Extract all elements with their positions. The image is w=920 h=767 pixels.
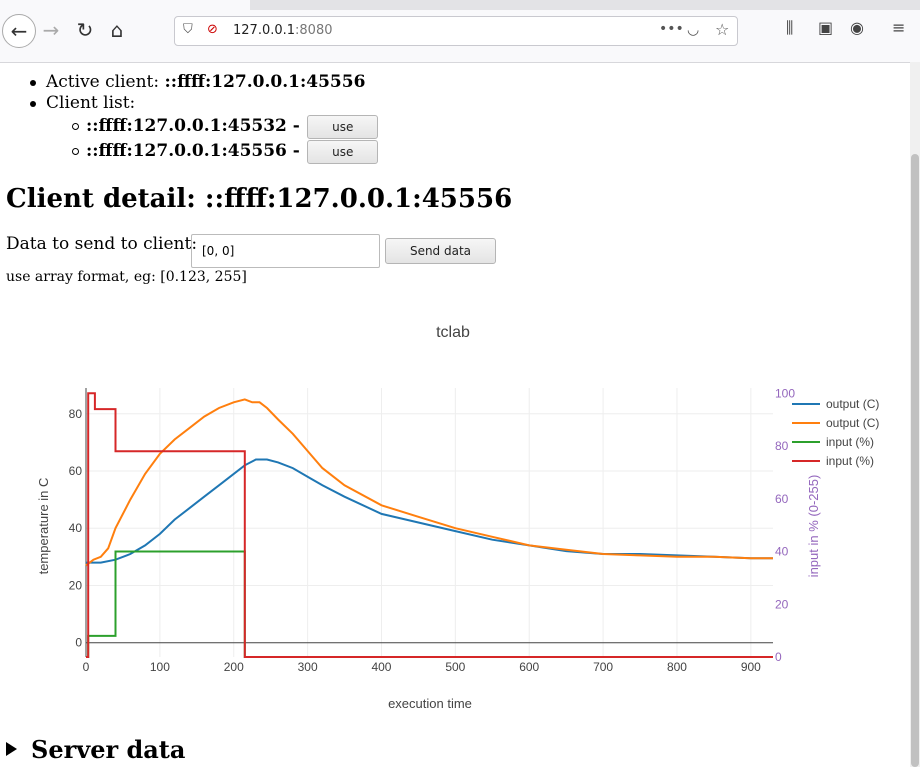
tclab-chart[interactable]: tclab 0 100 200 300 400 500 600 700 800 900020406… — [0, 310, 910, 730]
account-icon[interactable]: ◉ — [850, 18, 864, 37]
y-tick-label: 20 — [69, 578, 83, 592]
reload-button[interactable]: ↻ — [70, 15, 100, 45]
use-client-button[interactable]: use — [307, 114, 379, 139]
y2-tick-label: 20 — [775, 597, 789, 611]
chart-axes: 0 100 200 300 400 500 600 700 800 900020406080020… — [69, 386, 796, 674]
legend-label: output (C) — [826, 416, 879, 430]
insecure-lock-icon[interactable]: ⊘ — [207, 22, 218, 37]
tracking-shield-icon[interactable]: ⛉ — [183, 22, 193, 37]
client-list-label: Client list: — [46, 93, 136, 113]
client-info-list: Active client: ::ffff:127.0.0.1:45556 Cl… — [28, 72, 379, 164]
y-tick-label: 0 — [75, 636, 82, 650]
browser-toolbar: ← → ↻ ⌂ ⛉ ⊘ 127.0.0.1:8080 ••• ◡ ☆ ⫼ ▣ ◉… — [0, 0, 920, 63]
series-line-2 — [86, 550, 773, 658]
reload-icon: ↻ — [76, 18, 94, 42]
menu-icon[interactable]: ≡ — [892, 18, 906, 37]
send-data-input[interactable]: [0, 0] — [191, 234, 380, 268]
url-host: 127.0.0.1 — [233, 23, 296, 38]
format-hint: use array format, eg: [0.123, 255] — [6, 269, 247, 285]
active-client-value: ::ffff:127.0.0.1:45556 — [164, 72, 366, 92]
forward-arrow-icon: → — [42, 18, 60, 42]
series-line-0 — [86, 458, 773, 564]
y2-tick-label: 60 — [775, 492, 789, 506]
home-button[interactable]: ⌂ — [102, 15, 132, 45]
send-data-label: Data to send to client: — [6, 234, 198, 254]
send-data-button[interactable]: Send data — [385, 238, 496, 264]
server-data-title: Server data — [31, 735, 186, 764]
pocket-icon[interactable]: ◡ — [687, 22, 700, 38]
client-list: ::ffff:127.0.0.1:45532 - use ::ffff:127.… — [46, 114, 379, 164]
address-bar[interactable]: ⛉ ⊘ 127.0.0.1:8080 ••• ◡ ☆ — [174, 16, 738, 46]
y-axis-label: temperature in C — [36, 478, 51, 575]
active-client-label: Active client: — [46, 72, 160, 92]
client-address: ::ffff:127.0.0.1:45556 - — [86, 141, 300, 161]
more-icon[interactable]: ••• — [659, 21, 684, 37]
chart-title: tclab — [436, 324, 470, 341]
active-tab[interactable] — [0, 0, 250, 10]
x-axis-label: execution time — [388, 696, 472, 711]
client-list-item: Client list: ::ffff:127.0.0.1:45532 - us… — [28, 93, 379, 164]
chart-grid — [85, 388, 773, 657]
y2-tick-label: 0 — [775, 650, 782, 664]
url-text[interactable]: 127.0.0.1:8080 — [233, 23, 333, 38]
tab-strip — [0, 0, 920, 10]
y-tick-label: 60 — [69, 464, 83, 478]
x-tick-label: 0 — [83, 660, 90, 674]
series-line-1 — [85, 398, 773, 567]
bookmark-star-icon[interactable]: ☆ — [715, 20, 730, 39]
y2-tick-label: 40 — [775, 545, 789, 559]
x-tick-label: 600 — [519, 660, 539, 674]
client-detail-heading: Client detail: ::ffff:127.0.0.1:45556 — [6, 184, 513, 214]
y-tick-label: 40 — [69, 521, 83, 535]
legend-label: output (C) — [826, 397, 879, 411]
legend-label: input (%) — [826, 435, 874, 449]
x-tick-label: 400 — [371, 660, 391, 674]
y-tick-label: 80 — [69, 407, 83, 421]
use-client-button[interactable]: use — [307, 139, 379, 164]
back-arrow-icon: ← — [10, 19, 28, 43]
active-client-item: Active client: ::ffff:127.0.0.1:45556 — [28, 72, 378, 93]
page-content: Active client: ::ffff:127.0.0.1:45556 Cl… — [0, 62, 910, 767]
x-tick-label: 100 — [150, 660, 170, 674]
x-tick-label: 700 — [593, 660, 613, 674]
x-tick-label: 900 — [741, 660, 761, 674]
x-tick-label: 500 — [445, 660, 465, 674]
page-scrollbar[interactable] — [910, 62, 920, 767]
server-data-summary[interactable]: Server data — [6, 735, 185, 764]
y2-tick-label: 100 — [775, 386, 795, 400]
x-tick-label: 300 — [298, 660, 318, 674]
client-entry: ::ffff:127.0.0.1:45556 - use — [46, 139, 379, 164]
forward-button[interactable]: → — [36, 15, 66, 45]
legend-label: input (%) — [826, 454, 874, 468]
scrollbar-thumb[interactable] — [911, 154, 919, 767]
disclosure-triangle-icon — [6, 741, 17, 756]
y2-axis-label: input in % (0-255) — [806, 475, 821, 578]
back-button[interactable]: ← — [2, 14, 36, 48]
x-tick-label: 800 — [667, 660, 687, 674]
client-address: ::ffff:127.0.0.1:45532 - — [86, 116, 300, 136]
x-tick-label: 200 — [224, 660, 244, 674]
chart-legend[interactable]: output (C) output (C) input (%) input (%) — [792, 397, 879, 468]
library-icon[interactable]: ⫼ — [786, 18, 794, 37]
url-port: :8080 — [295, 23, 333, 38]
chart-series — [85, 392, 773, 658]
y2-tick-label: 80 — [775, 439, 789, 453]
sidebar-icon[interactable]: ▣ — [818, 18, 834, 37]
client-entry: ::ffff:127.0.0.1:45532 - use — [46, 114, 379, 139]
series-line-3 — [86, 392, 773, 658]
home-icon: ⌂ — [110, 18, 124, 42]
